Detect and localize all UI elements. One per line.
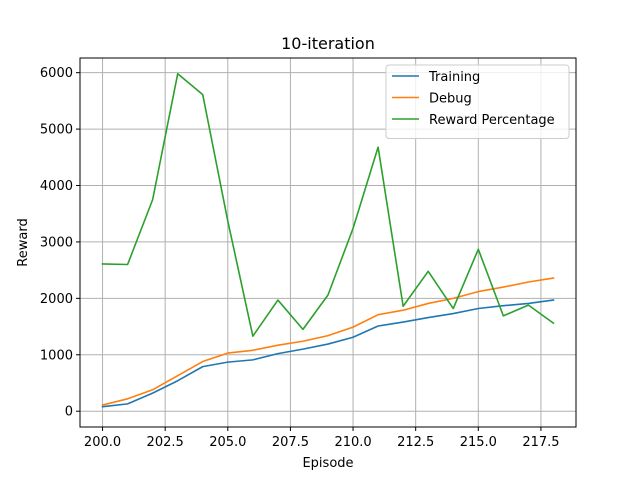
x-tick-label: 200.0	[84, 435, 121, 450]
chart-title: 10-iteration	[281, 34, 375, 53]
legend-label: Reward Percentage	[429, 113, 555, 128]
legend-label: Training	[428, 70, 480, 85]
legend: Training Debug Reward Percentage	[385, 64, 570, 139]
y-tick-label: 2000	[40, 292, 73, 307]
x-tick-label: 215.0	[460, 435, 497, 450]
y-tick-label: 5000	[40, 123, 73, 138]
series-lines	[101, 73, 555, 408]
x-tick-label: 210.0	[334, 435, 371, 450]
y-axis-label: Reward	[16, 218, 31, 266]
y-tick-label: 0	[65, 405, 73, 420]
plot-area-frame	[79, 57, 577, 428]
y-tick-label: 3000	[40, 235, 73, 250]
series-line-training	[101, 299, 555, 408]
x-tick-label: 202.5	[147, 435, 184, 450]
y-tick-label: 4000	[40, 179, 73, 194]
x-tick-label: 212.5	[397, 435, 434, 450]
y-axis-ticks: 0 1000 2000 3000 4000 5000 6000	[40, 66, 80, 420]
x-tick-label: 217.5	[522, 435, 559, 450]
legend-box	[385, 64, 570, 139]
x-axis-ticks: 200.0 202.5 205.0 207.5 210.0 212.5 215.0 217.5	[84, 427, 560, 450]
y-tick-label: 1000	[40, 348, 73, 363]
series-line-reward-percentage	[101, 73, 555, 337]
series-line-debug	[101, 277, 555, 406]
x-axis-label: Episode	[302, 456, 353, 471]
y-tick-label: 6000	[40, 66, 73, 81]
x-tick-label: 207.5	[272, 435, 309, 450]
legend-label: Debug	[429, 92, 472, 107]
x-tick-label: 205.0	[209, 435, 246, 450]
